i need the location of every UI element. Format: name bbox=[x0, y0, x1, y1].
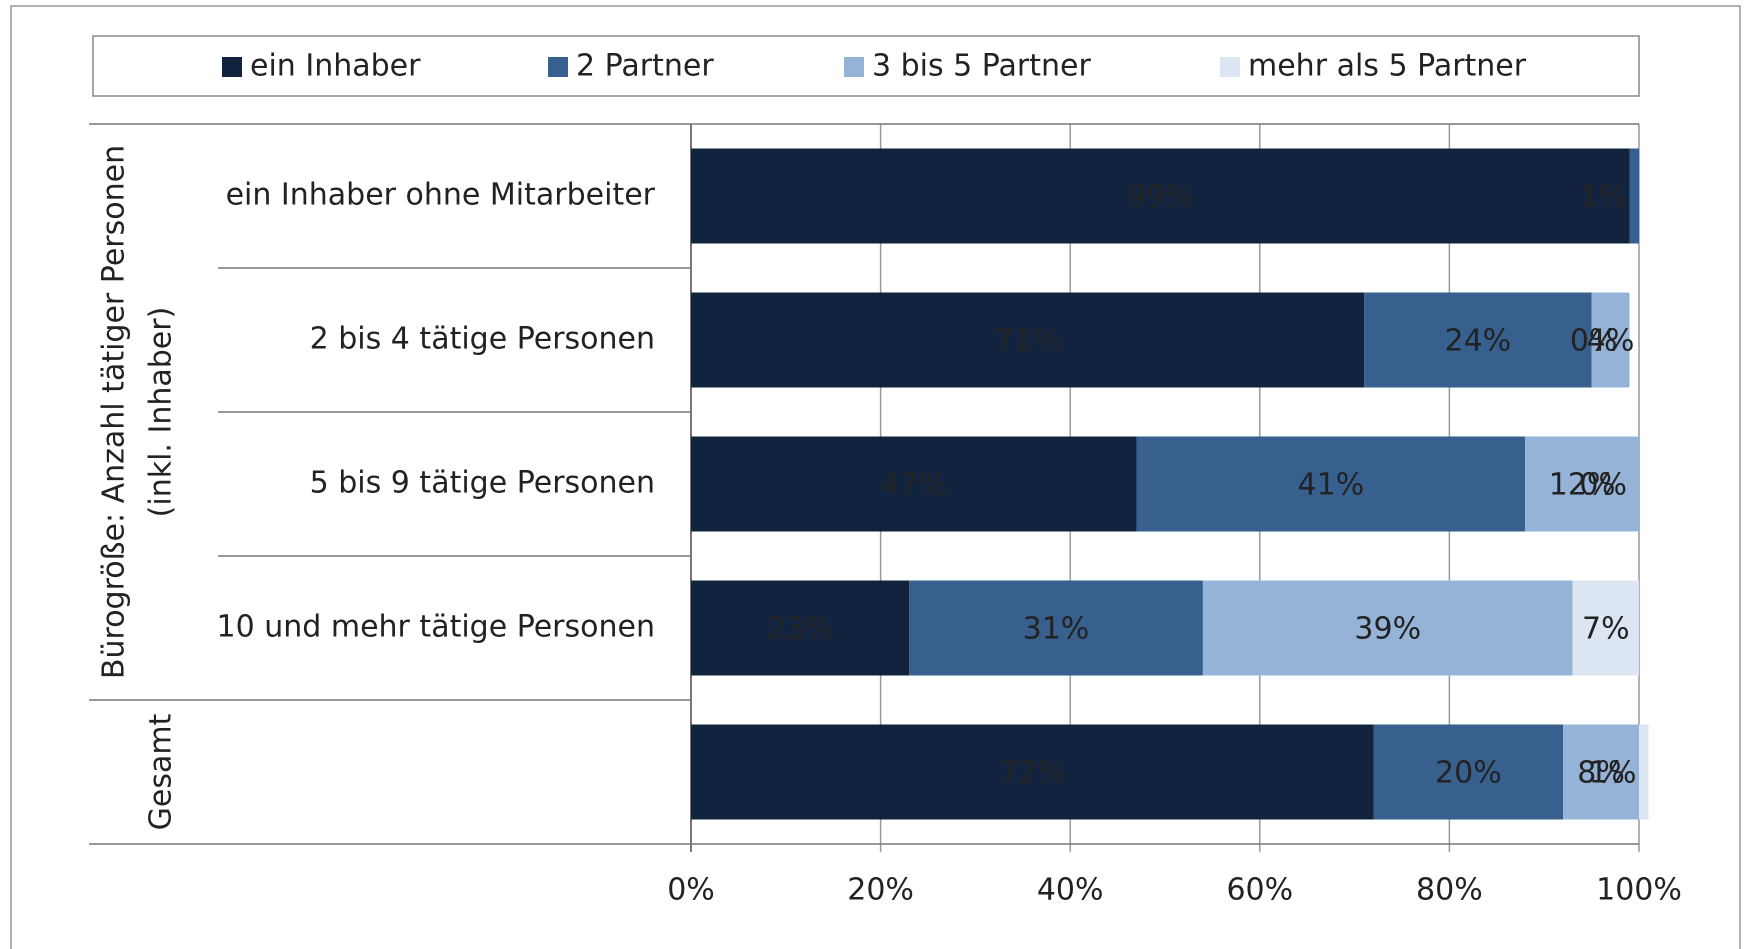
data-label: 71% bbox=[994, 324, 1061, 359]
bar-segment bbox=[691, 292, 1365, 388]
data-label: 8% bbox=[1577, 756, 1625, 791]
bar-segment bbox=[691, 724, 1374, 820]
bar-segment bbox=[1639, 724, 1649, 820]
legend-box bbox=[92, 35, 1640, 97]
data-label: 39% bbox=[1354, 612, 1421, 647]
legend-swatch bbox=[1220, 57, 1240, 77]
x-tick-label: 20% bbox=[847, 873, 914, 908]
data-label: 23% bbox=[767, 612, 834, 647]
data-label: 4% bbox=[1587, 324, 1635, 359]
data-label: 0% bbox=[1579, 468, 1627, 503]
bar-segment bbox=[691, 580, 910, 676]
bar-segment bbox=[1364, 292, 1592, 388]
bar-segment bbox=[1629, 148, 1639, 244]
legend-label: 2 Partner bbox=[576, 49, 714, 84]
bar-segment bbox=[1136, 436, 1526, 532]
bar-segment bbox=[909, 580, 1203, 676]
x-tick-label: 0% bbox=[667, 873, 715, 908]
bar-segment bbox=[691, 148, 1630, 244]
data-label: 72% bbox=[999, 756, 1066, 791]
legend-label: ein Inhaber bbox=[250, 49, 421, 84]
legend-swatch bbox=[844, 57, 864, 77]
x-tick-label: 40% bbox=[1037, 873, 1104, 908]
data-label: 47% bbox=[880, 468, 947, 503]
data-label: 0% bbox=[1570, 324, 1618, 359]
x-tick-label: 60% bbox=[1226, 873, 1293, 908]
legend-swatch bbox=[222, 57, 242, 77]
data-label: 31% bbox=[1023, 612, 1090, 647]
x-tick-label: 100% bbox=[1596, 873, 1682, 908]
data-label: 99% bbox=[1127, 180, 1194, 215]
bar-segment bbox=[1572, 580, 1639, 676]
bar-segment bbox=[1202, 580, 1573, 676]
bar-segment bbox=[1591, 292, 1630, 388]
bar-segment bbox=[1373, 724, 1564, 820]
group-label: Gesamt bbox=[144, 713, 179, 830]
bar-segment bbox=[1525, 436, 1639, 532]
legend-label: mehr als 5 Partner bbox=[1248, 49, 1527, 84]
data-label: 20% bbox=[1435, 756, 1502, 791]
category-label: ein Inhaber ohne Mitarbeiter bbox=[226, 178, 656, 213]
group-label: Bürogröße: Anzahl tätiger Personen bbox=[97, 145, 132, 679]
category-label: 2 bis 4 tätige Personen bbox=[310, 322, 655, 357]
bar-segment bbox=[1563, 724, 1639, 820]
data-label: 12% bbox=[1549, 468, 1616, 503]
bar-segment bbox=[691, 436, 1137, 532]
data-label: 1% bbox=[1579, 180, 1627, 215]
category-label: 10 und mehr tätige Personen bbox=[217, 610, 655, 645]
data-label: 41% bbox=[1298, 468, 1365, 503]
legend-label: 3 bis 5 Partner bbox=[872, 49, 1091, 84]
data-label: 7% bbox=[1582, 612, 1630, 647]
data-label: 24% bbox=[1444, 324, 1511, 359]
legend-swatch bbox=[548, 57, 568, 77]
category-label: 5 bis 9 tätige Personen bbox=[310, 466, 655, 501]
x-tick-label: 80% bbox=[1416, 873, 1483, 908]
group-label: (inkl. Inhaber) bbox=[144, 307, 179, 518]
data-label: 1% bbox=[1589, 756, 1637, 791]
